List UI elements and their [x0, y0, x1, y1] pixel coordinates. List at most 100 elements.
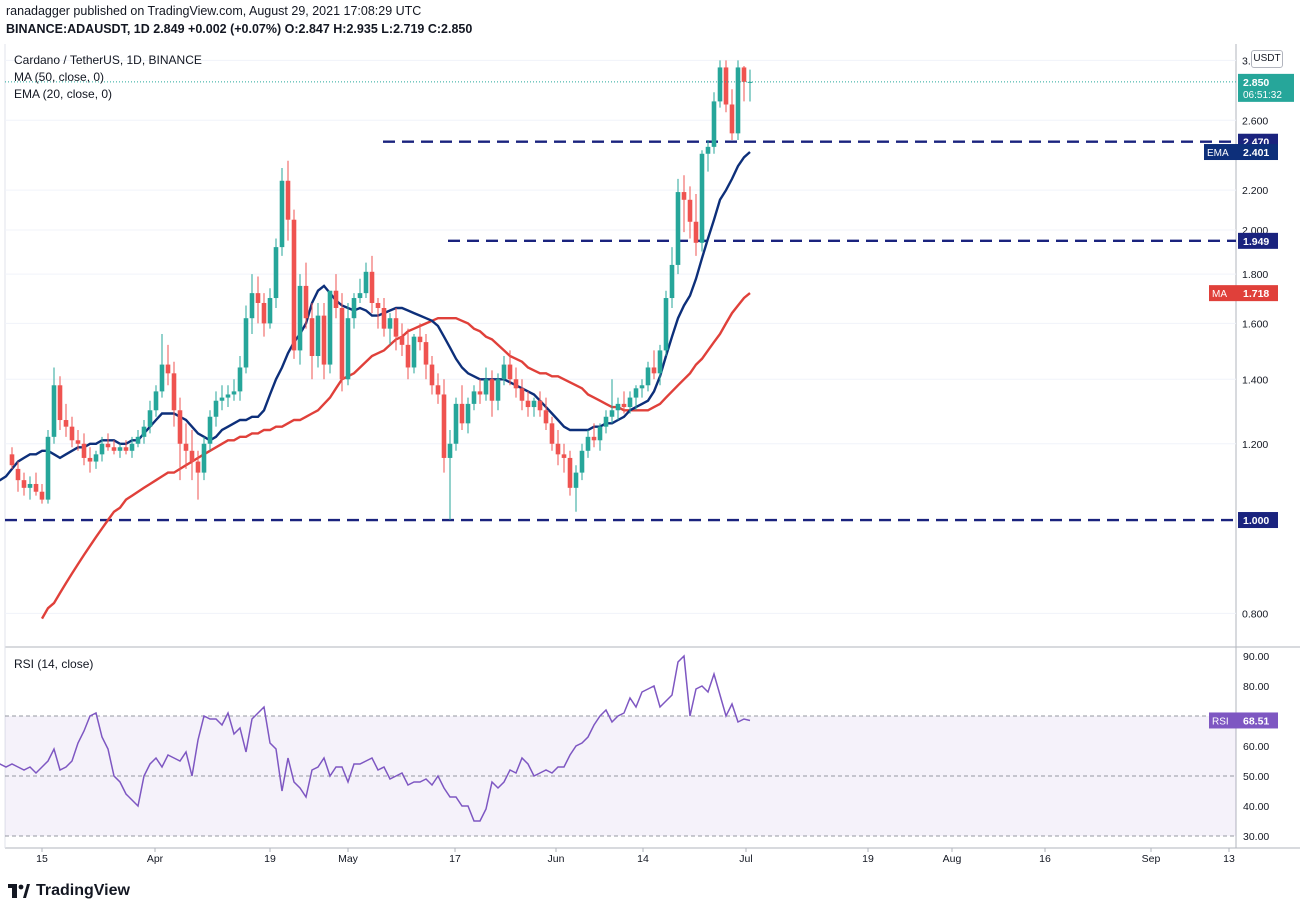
candle-body: [429, 364, 435, 386]
level-label: 1.000: [1243, 515, 1269, 527]
last-price-label-bg: [1238, 73, 1294, 102]
change: +0.002 (+0.07%): [188, 22, 282, 36]
tradingview-logo[interactable]: TradingView: [8, 882, 130, 900]
rsi-tick-label: 80.00: [1243, 681, 1269, 693]
candle-body: [141, 426, 147, 437]
candle-body: [387, 318, 393, 329]
candle-body: [669, 264, 675, 299]
rsi-tick-label: 50.00: [1243, 771, 1269, 783]
candle-body: [507, 364, 513, 380]
candle-body: [69, 426, 75, 441]
last-price-label: 2.850: [1243, 77, 1269, 89]
candle-body: [681, 192, 687, 200]
candle-body: [603, 416, 609, 427]
candle-body: [189, 450, 195, 462]
candle-body: [363, 271, 369, 294]
legend-ma[interactable]: MA (50, close, 0): [14, 70, 105, 84]
candle-body: [57, 385, 63, 421]
candle-body: [717, 67, 723, 102]
rsi-tick-label: 60.00: [1243, 741, 1269, 753]
candle-body: [213, 400, 219, 417]
level-label-bg: [1238, 232, 1278, 249]
level-label-bg: [1238, 512, 1278, 529]
candle-body: [81, 443, 87, 458]
candle-body: [219, 397, 225, 401]
x-tick-label: 17: [449, 853, 461, 865]
candle-body: [33, 483, 39, 492]
x-tick-label: Aug: [943, 853, 962, 865]
candle-body: [633, 388, 639, 398]
candle-body: [297, 285, 303, 351]
candle-body: [285, 180, 291, 220]
candle-body: [549, 423, 555, 444]
candle-body: [279, 180, 285, 248]
candle-body: [183, 443, 189, 451]
candle-body: [195, 461, 201, 473]
candle-body: [609, 410, 615, 417]
candle-body: [309, 318, 315, 357]
candle-body: [441, 394, 447, 458]
candle-body: [39, 491, 45, 500]
candle-body: [519, 388, 525, 401]
candle-body: [405, 344, 411, 368]
candle-body: [321, 315, 327, 365]
low-value: 2.719: [393, 22, 425, 36]
ma-axis-value: 1.718: [1243, 288, 1269, 300]
x-tick-label: Sep: [1142, 853, 1161, 865]
high-value: 2.935: [346, 22, 378, 36]
price-tick-label: 1.400: [1242, 374, 1268, 386]
price-tick-label: 1.800: [1242, 269, 1268, 281]
ema-axis-value: 2.401: [1243, 147, 1269, 159]
candle-body: [501, 364, 507, 380]
candle-body: [165, 364, 171, 374]
candle-body: [207, 416, 213, 444]
candle-body: [657, 350, 663, 374]
candle-body: [729, 104, 735, 134]
x-tick-label: 19: [264, 853, 276, 865]
candle-body: [447, 443, 453, 458]
candle-body: [711, 101, 717, 147]
candle-body: [591, 436, 597, 441]
candle-body: [513, 379, 519, 389]
candle-body: [561, 454, 567, 458]
candle-body: [87, 457, 93, 462]
level-label: 1.949: [1243, 236, 1269, 248]
x-tick-label: Apr: [147, 853, 164, 865]
candle-body: [585, 436, 591, 451]
candle-body: [327, 290, 333, 365]
candle-body: [261, 302, 267, 324]
symbol[interactable]: BINANCE:ADAUSDT, 1D: [6, 22, 150, 36]
candle-body: [411, 336, 417, 368]
candle-body: [741, 67, 747, 82]
candle-body: [525, 400, 531, 408]
rsi-tick-label: 90.00: [1243, 651, 1269, 663]
price-tick-label: 2.200: [1242, 185, 1268, 197]
candle-body: [159, 364, 165, 392]
published-line: ranadagger published on TradingView.com,…: [6, 4, 422, 18]
candle-body: [153, 391, 159, 411]
rsi-line: [0, 654, 751, 822]
legend-ema[interactable]: EMA (20, close, 0): [14, 87, 113, 101]
brand-name: TradingView: [36, 882, 130, 899]
candle-body: [573, 472, 579, 488]
ema-label-bg: [1204, 144, 1278, 161]
candle-body: [45, 436, 51, 500]
candle-body: [537, 400, 543, 411]
rsi-axis-tag: RSI: [1212, 716, 1229, 727]
rsi-axis-value: 68.51: [1243, 715, 1269, 727]
rsi-tick-label: 30.00: [1243, 831, 1269, 843]
candle-body: [357, 293, 363, 299]
currency-label[interactable]: USDT: [1251, 50, 1283, 68]
price-tick-label: 2.600: [1242, 115, 1268, 127]
candle-body: [51, 385, 57, 437]
candle-body: [93, 454, 99, 462]
candle-body: [645, 367, 651, 386]
candle-body: [339, 307, 345, 380]
candle-body: [471, 391, 477, 404]
legend-rsi[interactable]: RSI (14, close): [14, 657, 94, 671]
x-tick-label: 15: [36, 853, 48, 865]
candle-body: [495, 379, 501, 401]
candle-body: [435, 385, 441, 395]
price-tick-label: 0.800: [1242, 608, 1268, 620]
